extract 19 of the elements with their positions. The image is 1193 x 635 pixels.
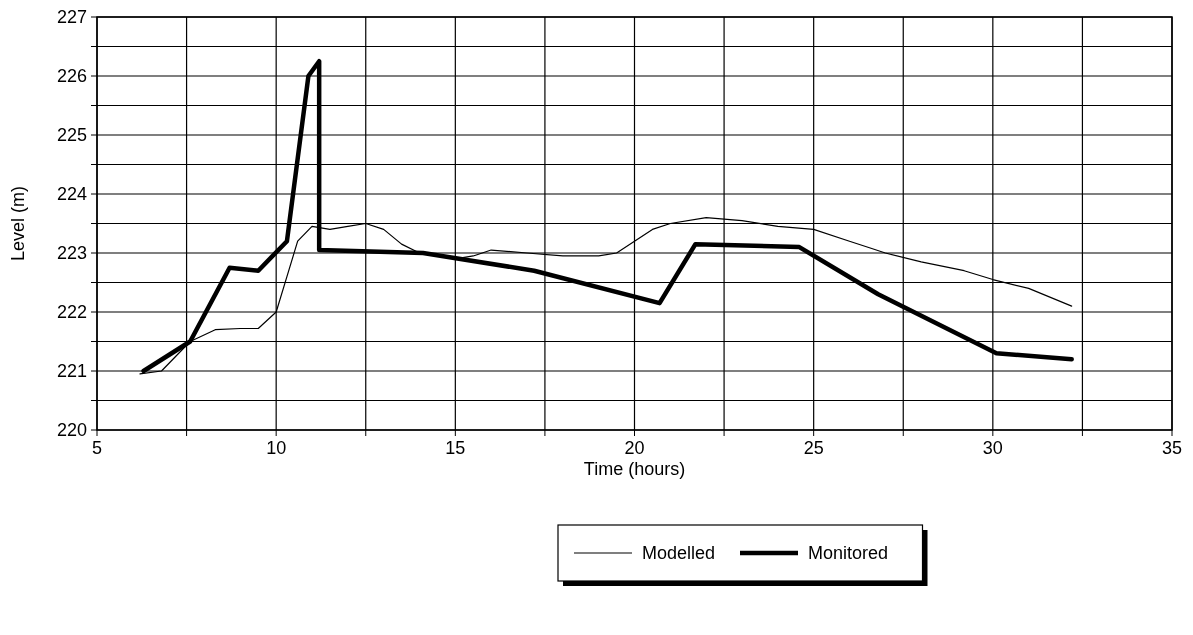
x-tick-label: 30 (982, 438, 1003, 458)
y-tick-label: 223 (56, 243, 87, 263)
x-axis-title: Time (hours) (583, 459, 686, 479)
x-tick-label: 20 (624, 438, 645, 458)
y-tick-label: 221 (56, 361, 87, 381)
y-axis-title: Level (m) (8, 185, 28, 262)
legend-label: Modelled (642, 543, 716, 563)
y-tick-label: 220 (56, 420, 87, 440)
x-tick-label: 35 (1161, 438, 1183, 458)
x-tick-label: 25 (803, 438, 824, 458)
x-tick-label: 5 (91, 438, 103, 458)
x-tick-label: 15 (445, 438, 466, 458)
y-tick-label: 224 (56, 184, 87, 204)
y-tick-label: 227 (56, 7, 87, 27)
y-tick-label: 226 (56, 66, 87, 86)
x-tick-label: 10 (266, 438, 287, 458)
legend-label: Monitored (808, 543, 889, 563)
y-tick-label: 225 (56, 125, 87, 145)
y-tick-label: 222 (56, 302, 87, 322)
